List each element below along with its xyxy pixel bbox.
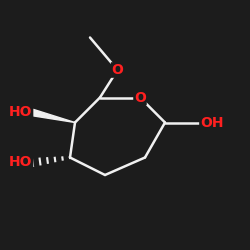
Text: OH: OH xyxy=(200,116,224,130)
Text: HO: HO xyxy=(9,106,32,120)
Text: O: O xyxy=(112,63,124,77)
Polygon shape xyxy=(32,109,75,122)
Text: HO: HO xyxy=(9,156,32,170)
Text: O: O xyxy=(134,90,146,104)
